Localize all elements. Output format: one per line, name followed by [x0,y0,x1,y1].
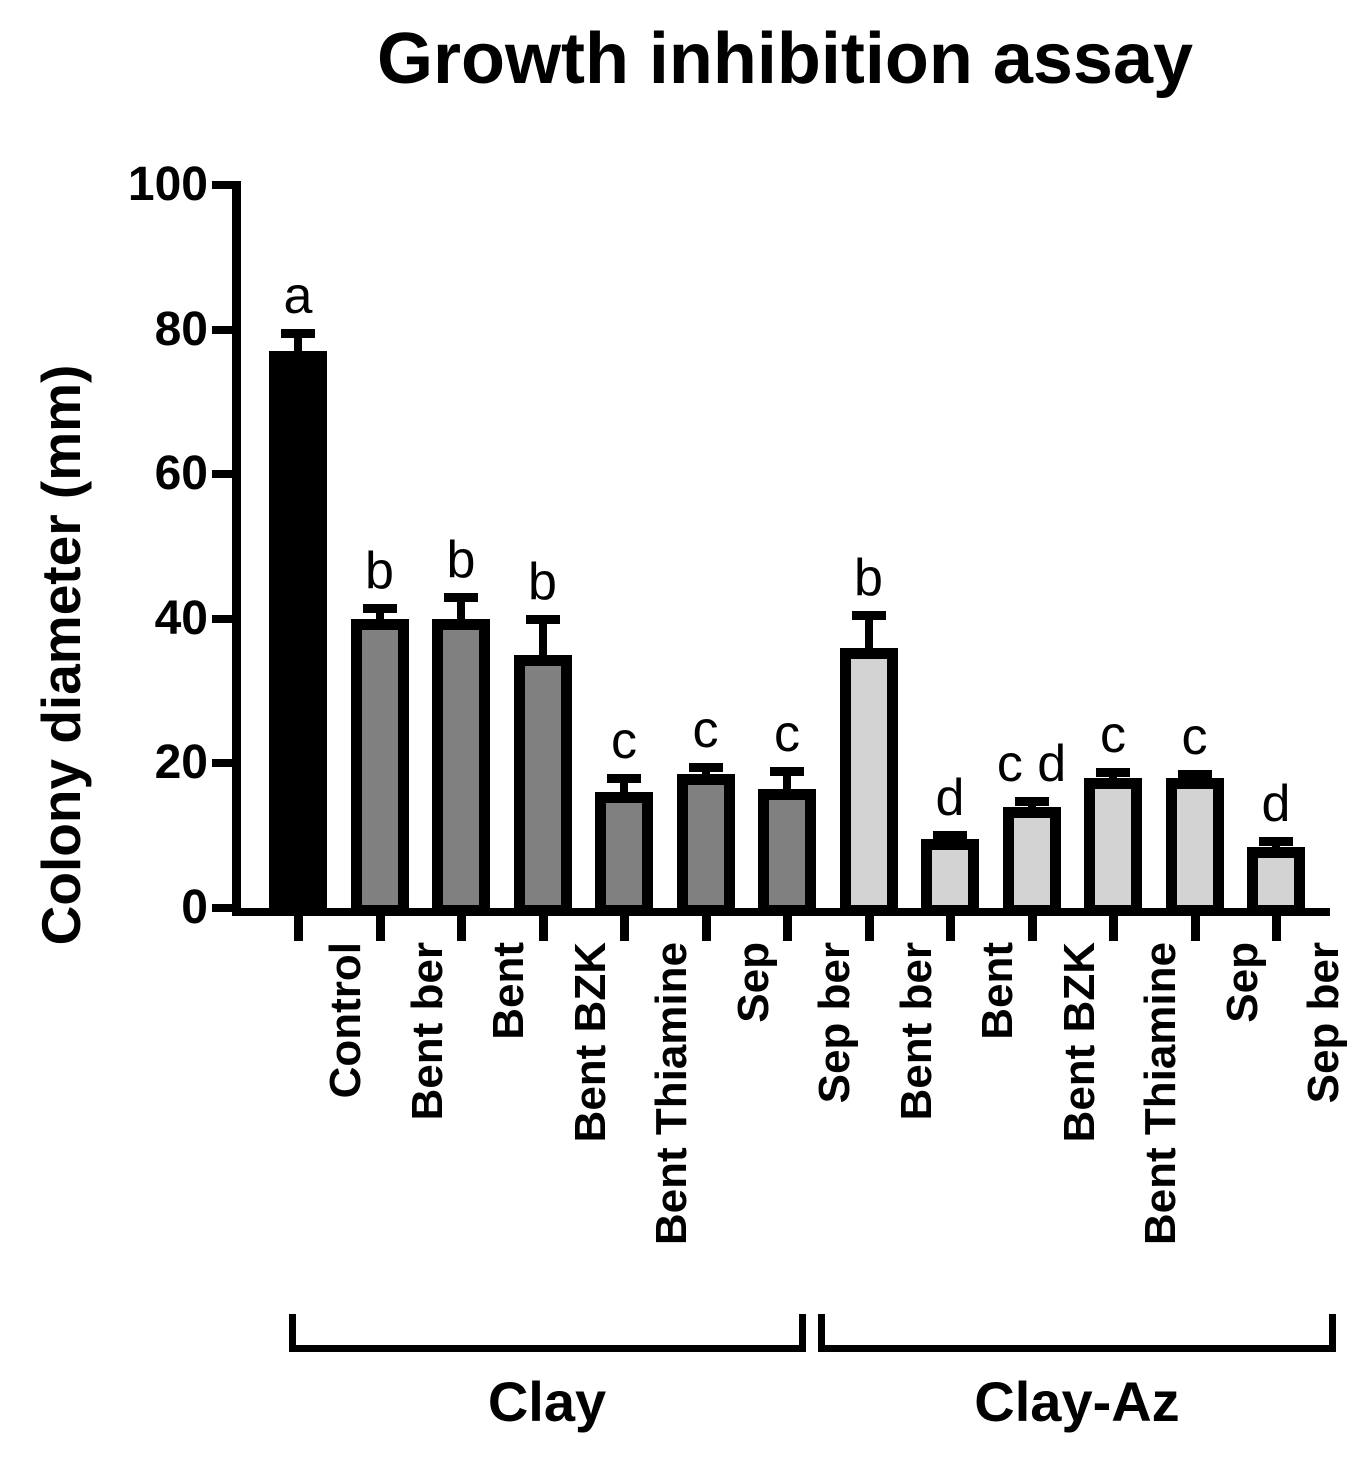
y-axis-tick [212,759,240,768]
bar-bent-thiamine [1084,777,1142,916]
error-bar-line [783,770,791,798]
error-bar-cap [1014,796,1049,806]
error-bar-cap [525,614,560,624]
significance-letter: c d [996,734,1067,793]
bar-sep-ber [1247,846,1305,916]
x-category-label: Sep [1217,942,1267,1023]
x-category-label: Control [321,942,370,1099]
error-bar-cap [1259,836,1293,846]
significance-letter: c [692,701,719,759]
bar-control [269,351,327,916]
y-axis-tick [212,904,240,912]
x-category-label: Bent [973,942,1022,1040]
significance-letter: c [1181,707,1208,766]
y-axis-tick [212,614,240,623]
significance-letter: b [446,531,476,590]
x-axis-tick [538,908,548,941]
x-axis-tick [864,908,874,941]
y-axis-tick-label: 80 [154,302,208,356]
significance-letter: d [1261,774,1291,833]
significance-letter: c [774,704,800,763]
y-axis-tick-label: 100 [127,158,208,211]
x-axis-tick [620,908,629,941]
significance-letter: c [611,711,637,770]
x-axis-tick [1190,908,1200,941]
y-axis-tick-label: 0 [181,881,208,934]
bar-sep [1165,777,1224,916]
error-bar-cap [688,763,723,772]
error-bar-line [620,777,628,802]
error-bar-cap [281,329,315,339]
y-axis-tick [212,470,240,479]
bar-sep-ber [758,788,816,916]
error-bar-line [457,597,465,628]
error-bar-line [375,607,384,628]
y-axis-tick-label: 20 [154,736,208,790]
x-axis-tick [783,908,792,941]
bar-bent-bzk [513,654,572,916]
error-bar-cap [444,593,478,603]
bar-sep [676,774,735,916]
error-bar-line [294,333,302,361]
significance-letter: c [1100,706,1126,765]
group-label-clay-az: Clay-Az [974,1370,1180,1433]
error-bar-cap [851,611,886,621]
chart-title: Growth inhibition assay [376,19,1194,99]
x-category-label: Bent Thiamine [647,942,696,1246]
x-axis-tick [457,908,466,941]
bar-bent-thiamine [595,792,653,916]
significance-letter: b [854,549,883,608]
bar-bent [432,618,490,916]
x-category-label: Sep ber [810,942,859,1104]
x-category-label: Bent Thiamine [1136,942,1185,1246]
x-category-label: Bent ber [402,942,452,1121]
x-axis-tick [1272,908,1281,941]
y-axis-line [232,181,241,916]
error-bar-cap [770,766,804,776]
y-axis-tick-label: 60 [154,447,208,501]
bar-bent-ber [350,618,409,916]
x-axis-tick [946,908,955,941]
x-axis-tick [701,908,711,941]
x-category-label: Bent BZK [1054,942,1104,1143]
y-axis-tick [212,325,240,334]
x-category-label: Sep ber [1299,942,1348,1104]
x-category-label: Bent [484,942,533,1040]
x-category-label: Bent BZK [565,942,615,1143]
group-bracket-clay [289,1314,806,1352]
error-bar-cap [362,603,397,613]
significance-letter: d [935,768,965,827]
bar-bent [921,839,979,916]
error-bar-cap [933,830,967,840]
y-axis-tick [212,181,240,189]
error-bar-cap [1096,768,1130,778]
error-bar-cap [607,773,641,783]
significance-letter: a [283,267,313,326]
x-category-label: Sep [728,942,778,1023]
significance-letter: b [365,541,394,600]
significance-letter: b [528,552,557,611]
x-axis-tick [1027,908,1037,941]
x-axis-tick [294,908,303,941]
error-bar-cap [1177,769,1212,779]
error-bar-line [538,618,547,664]
error-bar-line [864,615,873,657]
x-axis-tick [1109,908,1118,941]
x-axis-tick [375,908,385,941]
y-axis-tick-label: 40 [154,591,208,645]
group-bracket-clay-az [818,1314,1336,1352]
x-category-label: Bent ber [891,942,941,1121]
bar-bent-bzk [1002,806,1061,916]
group-label-clay: Clay [487,1370,607,1433]
